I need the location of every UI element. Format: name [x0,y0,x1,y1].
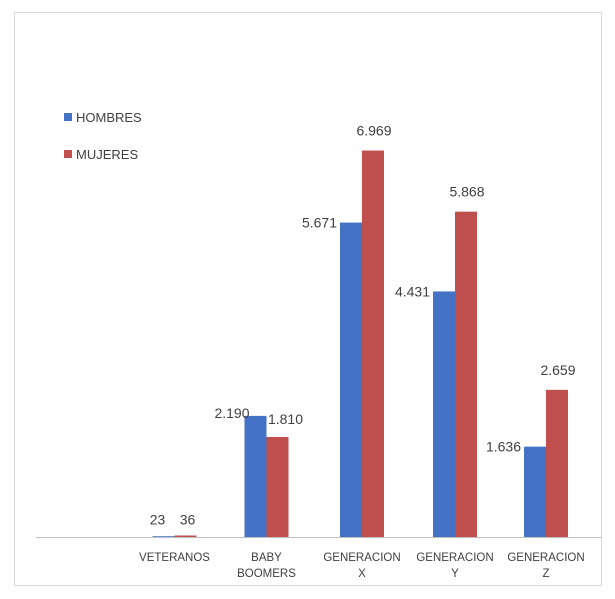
category-label-0-0: VETERANOS [139,552,210,564]
category-label-4-1: Z [542,568,549,580]
category-label-1-1: BOOMERS [237,568,296,580]
value-label-mujeres-2: 6.969 [356,123,391,139]
category-labels-group: VETERANOS BABY BOOMERS GENERACION X GENERACIO… [139,552,585,580]
chart-frame [14,12,602,586]
value-label-hombres-2: 5.671 [302,215,337,231]
bar-mujeres-2 [362,150,384,538]
legend-label-hombres: HOMBRES [76,110,142,125]
value-label-hombres-4: 1.636 [486,439,521,455]
bar-hombres-4 [524,446,546,538]
category-label-4-0: GENERACION [507,552,584,564]
bar-mujeres-0 [174,535,197,538]
value-label-mujeres-3: 5.868 [449,184,484,200]
value-labels-group: 23 2.190 5.671 4.431 1.636 36 1.810 6.969 5.868 2… [150,123,576,528]
category-label-3-0: GENERACION [416,552,493,564]
category-label-1-0: BABY [251,552,282,564]
bar-mujeres-4 [546,389,568,538]
legend-swatch-mujeres [64,150,72,158]
value-label-hombres-0: 23 [150,512,166,528]
bar-hombres-0 [152,536,175,538]
category-label-2-0: GENERACION [323,552,400,564]
legend-swatch-hombres [64,113,72,121]
value-label-mujeres-1: 1.810 [268,411,303,427]
legend: HOMBRES MUJERES [64,110,142,162]
bar-hombres-1 [244,415,267,538]
category-label-3-1: Y [451,568,459,580]
value-label-hombres-3: 4.431 [395,283,430,299]
category-label-2-1: X [358,568,366,580]
bar-hombres-3 [433,291,455,538]
bar-mujeres-1 [266,436,289,538]
bar-mujeres-3 [455,211,477,538]
bar-hombres-2 [340,222,362,538]
bars-group [152,150,568,538]
value-label-hombres-1: 2.190 [214,405,249,421]
legend-label-mujeres: MUJERES [76,147,138,162]
value-label-mujeres-4: 2.659 [540,362,575,378]
value-label-mujeres-0: 36 [180,512,196,528]
